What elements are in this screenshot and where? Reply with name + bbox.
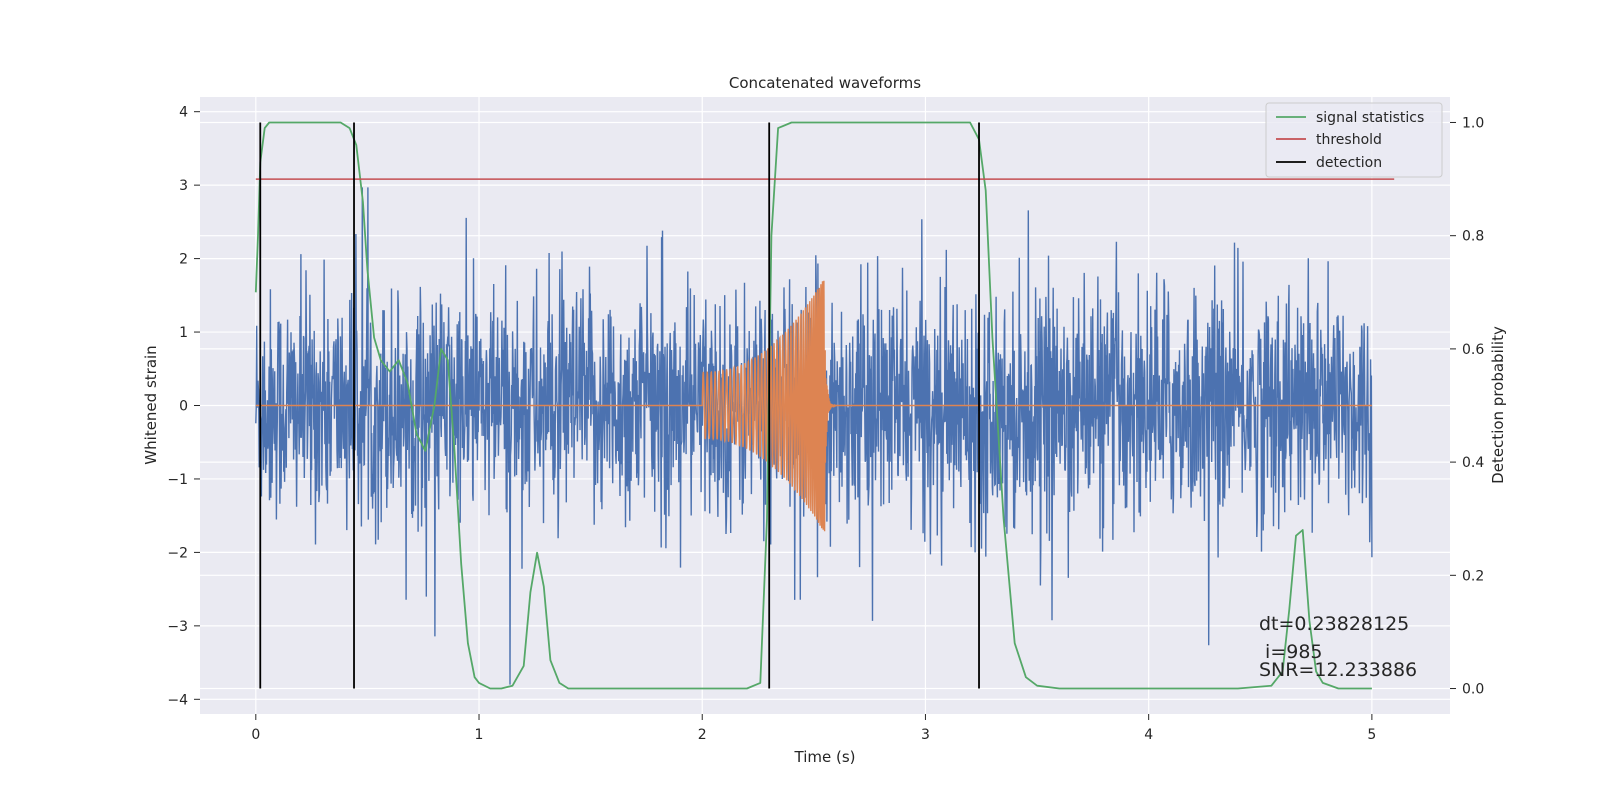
series-layer — [254, 121, 1395, 690]
y-right-tick-label: 1.0 — [1462, 115, 1484, 131]
y-right-tick-label: 0.4 — [1462, 455, 1484, 471]
annotation-dt: dt=0.23828125 — [1259, 613, 1409, 635]
x-tick-label: 2 — [698, 727, 707, 743]
x-tick-label: 5 — [1367, 727, 1376, 743]
y-left-tick-label: 2 — [179, 252, 188, 268]
legend: signal statistics threshold detection — [1265, 102, 1443, 178]
x-axis-label: Time (s) — [794, 748, 856, 766]
annotation-index: i=985 — [1259, 641, 1323, 663]
legend-label-threshold: threshold — [1316, 132, 1382, 148]
legend-label-detection: detection — [1316, 155, 1382, 171]
x-tick-label: 1 — [475, 727, 484, 743]
y-right-tick-label: 0.8 — [1462, 229, 1484, 245]
series-injected-waveform — [255, 280, 1372, 532]
x-tick-label: 4 — [1144, 727, 1153, 743]
y-right-tick-label: 0.6 — [1462, 342, 1484, 358]
y-axis-left-label: Whitened strain — [142, 345, 160, 464]
legend-box — [1265, 102, 1443, 178]
y-left-tick-label: 4 — [179, 105, 188, 121]
y-right-tick-label: 0.0 — [1462, 682, 1484, 698]
y-right-tick-label: 0.2 — [1462, 568, 1484, 584]
y-left-tick-label: 1 — [179, 325, 188, 341]
x-tick-label: 3 — [921, 727, 930, 743]
annotation-snr: SNR=12.233886 — [1259, 659, 1417, 681]
chart-title: Concatenated waveforms — [729, 74, 921, 92]
y-axis-right-label: Detection probability — [1489, 326, 1507, 484]
x-tick-label: 0 — [251, 727, 260, 743]
y-left-tick-label: −1 — [167, 472, 188, 488]
y-left-tick-label: 3 — [179, 178, 188, 194]
axes-layer: 0 1 2 3 4 5 −4 −3 −2 −1 0 1 2 3 4 0.0 0.2 0.4 0.6 0.8 1.0 — [167, 105, 1484, 743]
y-left-tick-label: −3 — [167, 619, 188, 635]
y-left-tick-label: 0 — [179, 399, 188, 415]
legend-label-signal-statistics: signal statistics — [1316, 110, 1424, 126]
y-left-tick-label: −4 — [167, 692, 188, 708]
y-left-tick-label: −2 — [167, 545, 188, 561]
series-signal-statistics — [254, 121, 1372, 690]
